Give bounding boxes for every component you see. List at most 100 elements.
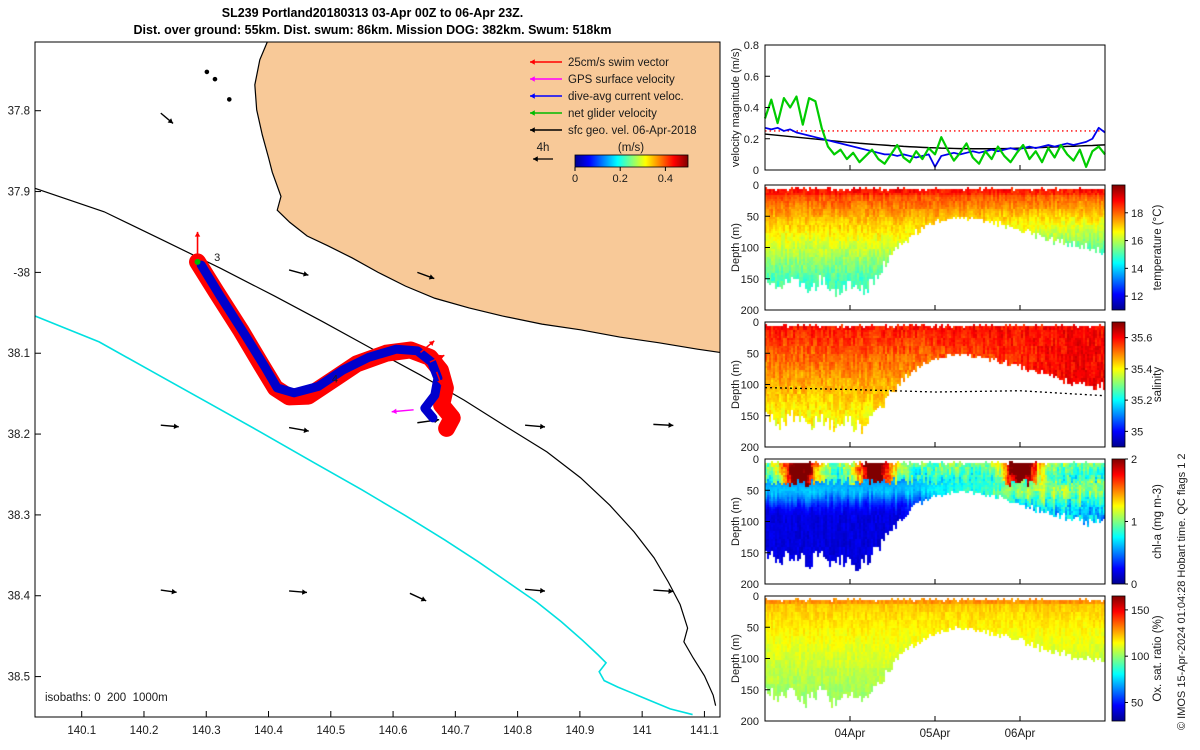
- svg-text:Depth (m): Depth (m): [730, 634, 742, 683]
- salinity-section-canvas: [765, 322, 1105, 447]
- svg-text:38.2: 38.2: [8, 429, 30, 441]
- svg-text:0: 0: [753, 454, 759, 466]
- oxygen-section-canvas: [765, 596, 1105, 721]
- map-legend: 25cm/s swim vector GPS surface velocity di…: [530, 57, 697, 185]
- svg-text:GPS surface velocity: GPS surface velocity: [568, 74, 675, 86]
- svg-text:0.8: 0.8: [744, 40, 759, 52]
- chl-section-canvas: [765, 459, 1105, 584]
- svg-text:14: 14: [1131, 263, 1143, 275]
- svg-text:50: 50: [747, 211, 759, 223]
- svg-text:sfc geo. vel. 06-Apr-2018: sfc geo. vel. 06-Apr-2018: [568, 125, 697, 137]
- svg-text:150: 150: [741, 411, 759, 423]
- svg-text:net glider velocity: net glider velocity: [568, 108, 657, 120]
- svg-text:38.1: 38.1: [8, 348, 30, 360]
- map-annotation: isobaths: 0 200 1000m: [45, 692, 168, 704]
- svg-text:25cm/s swim vector: 25cm/s swim vector: [568, 57, 669, 69]
- svg-text:0: 0: [753, 591, 759, 603]
- svg-text:04Apr: 04Apr: [835, 728, 866, 740]
- svg-text:140.6: 140.6: [379, 725, 408, 737]
- svg-text:0.2: 0.2: [744, 134, 759, 146]
- svg-text:141: 141: [633, 725, 652, 737]
- figure-subtitle: Dist. over ground: 55km. Dist. swum: 86k…: [133, 23, 612, 37]
- svg-text:200: 200: [741, 579, 759, 591]
- svg-text:100: 100: [1131, 651, 1149, 663]
- colorbar-salinity: 35 35.2 35.4 35.6 salinity: [1111, 321, 1164, 448]
- svg-text:38.3: 38.3: [8, 510, 30, 522]
- svg-text:150: 150: [741, 548, 759, 560]
- svg-text:140.7: 140.7: [441, 725, 470, 737]
- glider-track-red: [189, 253, 461, 437]
- copyright-text: © IMOS 15-Apr-2024 01:04:28 Hobart time.…: [1176, 453, 1188, 730]
- svg-text:0.4: 0.4: [744, 103, 759, 115]
- colorbar-temperature: 12 14 16 18 temperature (°C): [1111, 184, 1164, 311]
- isobath-1000: [34, 315, 693, 716]
- svg-text:50: 50: [747, 622, 759, 634]
- svg-text:50: 50: [1131, 697, 1143, 709]
- svg-text:140.2: 140.2: [130, 725, 159, 737]
- colorbar-label-salinity: salinity: [1152, 367, 1164, 402]
- svg-text:12: 12: [1131, 291, 1143, 303]
- svg-text:140.1: 140.1: [67, 725, 96, 737]
- series-net-glider-velocity: [763, 95, 1106, 168]
- svg-text:140.4: 140.4: [254, 725, 283, 737]
- svg-text:150: 150: [1131, 605, 1149, 617]
- svg-text:200: 200: [741, 305, 759, 317]
- map-x-axis: 140.1 140.2 140.3 140.4 140.5 140.6 140.7 140.8…: [67, 711, 719, 737]
- glider-track-blue: [196, 260, 443, 423]
- svg-text:100: 100: [741, 517, 759, 529]
- svg-text:dive-avg current veloc.: dive-avg current veloc.: [568, 91, 684, 103]
- svg-text:35.4: 35.4: [1131, 364, 1152, 376]
- temperature-section-canvas: [765, 185, 1105, 310]
- time-axis: 04Apr 05Apr 06Apr: [835, 728, 1036, 740]
- svg-text:100: 100: [741, 654, 759, 666]
- svg-text:37.8: 37.8: [8, 106, 30, 118]
- svg-text:0: 0: [753, 317, 759, 329]
- map-y-axis: 37.8 37.9 -38 38.1 38.2 38.3 38.4 38.5: [8, 106, 41, 684]
- svg-text:0: 0: [753, 180, 759, 192]
- series-sfc-geo-vel-: [764, 133, 1106, 150]
- svg-text:140.3: 140.3: [192, 725, 221, 737]
- legend-colorbar-label: (m/s): [618, 142, 644, 154]
- svg-text:150: 150: [741, 685, 759, 697]
- svg-text:35: 35: [1131, 426, 1143, 438]
- svg-text:1: 1: [1131, 517, 1137, 529]
- colorbar-label-chl: chl-a (mg m-3): [1152, 484, 1164, 559]
- svg-text:35.6: 35.6: [1131, 333, 1152, 345]
- svg-text:0: 0: [753, 165, 759, 177]
- svg-text:isobaths: 0 200 1000m: isobaths: 0 200 1000m: [45, 692, 168, 704]
- svg-text:100: 100: [741, 243, 759, 255]
- svg-text:37.9: 37.9: [8, 187, 30, 199]
- svg-text:18: 18: [1131, 208, 1143, 220]
- colorbar-label-oxygen: Ox. sat. ratio (%): [1152, 615, 1164, 701]
- svg-text:200: 200: [741, 716, 759, 728]
- svg-text:0: 0: [572, 173, 578, 185]
- svg-text:50: 50: [747, 348, 759, 360]
- svg-text:0: 0: [1131, 579, 1137, 591]
- gps-velocity-arrow: [391, 408, 414, 415]
- svg-text:140.5: 140.5: [316, 725, 345, 737]
- svg-text:0.2: 0.2: [613, 173, 628, 185]
- svg-text:100: 100: [741, 380, 759, 392]
- geo-arrows: [160, 112, 674, 602]
- svg-text:Depth (m): Depth (m): [730, 360, 742, 409]
- colorbar-label-temperature: temperature (°C): [1152, 204, 1164, 290]
- svg-text:38.5: 38.5: [8, 672, 30, 684]
- velocity-ylabel: velocity magnitude (m/s): [730, 48, 742, 167]
- glider-track: 34: [189, 231, 461, 437]
- svg-text:2: 2: [1131, 454, 1137, 466]
- svg-text:Depth (m): Depth (m): [730, 223, 742, 272]
- figure-title: SL239 Portland20180313 03-Apr 00Z to 06-…: [221, 6, 524, 20]
- map-axes: [34, 41, 721, 718]
- svg-text:0.4: 0.4: [658, 173, 673, 185]
- svg-text:140.8: 140.8: [503, 725, 532, 737]
- start-marker: [194, 258, 201, 265]
- svg-text:06Apr: 06Apr: [1005, 728, 1036, 740]
- legend-scale-label: 4h: [537, 142, 550, 154]
- svg-text:140.9: 140.9: [565, 725, 594, 737]
- svg-text:50: 50: [747, 485, 759, 497]
- svg-text:35.2: 35.2: [1131, 395, 1152, 407]
- svg-text:05Apr: 05Apr: [920, 728, 951, 740]
- isobath-200: [34, 187, 717, 706]
